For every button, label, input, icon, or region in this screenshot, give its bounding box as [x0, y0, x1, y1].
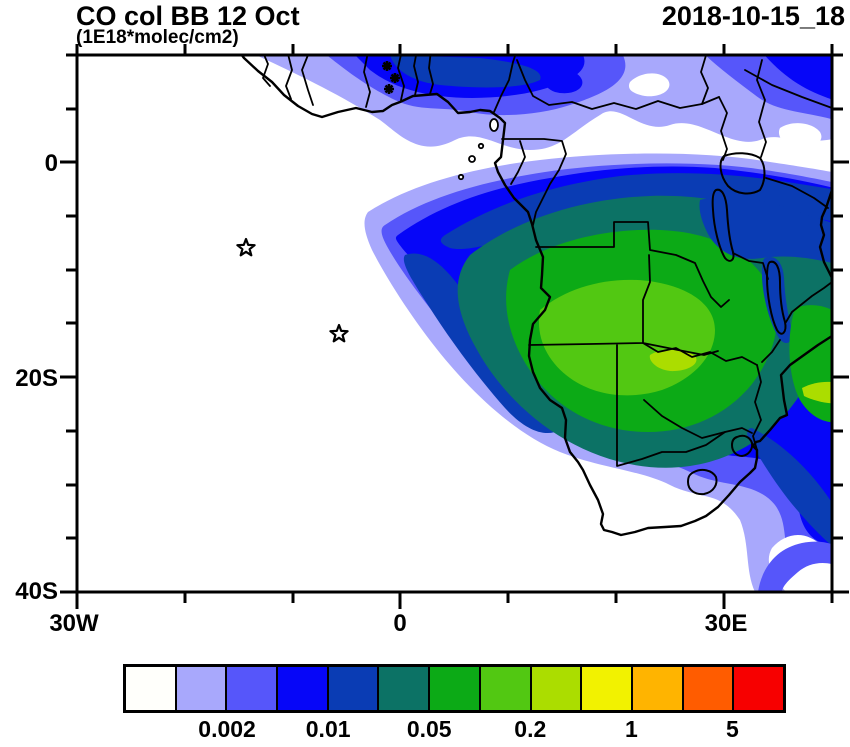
country-border	[785, 281, 832, 323]
country-border	[642, 342, 758, 366]
colorbar-cell-12	[732, 667, 783, 710]
axis-ticks	[60, 44, 849, 609]
island-outline	[457, 173, 465, 181]
date-stamp: 2018-10-15_18	[661, 1, 845, 31]
map-art-layer	[236, 55, 832, 592]
lake-outline	[686, 468, 718, 496]
country-border	[732, 252, 769, 280]
coastline	[240, 55, 832, 537]
colorbar-cell-9	[580, 667, 631, 710]
colorbar-label-0.002: 0.002	[198, 716, 256, 742]
colorbar-cell-7	[478, 667, 530, 710]
country-border	[535, 221, 730, 308]
colorbar-cell-0	[126, 667, 175, 710]
country-border	[301, 55, 314, 106]
map-frame	[75, 53, 834, 594]
contour-yellow-green-east	[802, 382, 832, 404]
country-border	[285, 55, 293, 100]
y-axis-label-0: 0	[45, 150, 58, 177]
island-outline	[489, 118, 499, 132]
country-border	[643, 399, 726, 439]
colorbar-cell-1	[174, 667, 226, 710]
country-border	[510, 140, 526, 185]
lake-outline	[719, 152, 766, 195]
colorbar-label-5: 5	[726, 716, 739, 742]
country-border	[397, 55, 405, 101]
country-border	[718, 96, 728, 161]
page-title: CO col BB 12 Oct	[76, 1, 300, 31]
colorbar-cell-4	[326, 667, 378, 710]
contour-main-navy-north	[440, 173, 832, 250]
colorbar-cell-3	[276, 667, 327, 710]
island-outline	[468, 155, 476, 163]
map-svg: 0 20S 40S 30W 0 30E	[15, 44, 849, 637]
island-outline	[477, 142, 485, 150]
station-star-icon	[236, 237, 256, 257]
fire-marker-icon	[390, 73, 400, 83]
colorbar-label-1: 1	[624, 716, 638, 742]
colorbar-cell-6	[428, 667, 479, 710]
country-border	[528, 254, 651, 346]
country-border	[262, 55, 271, 87]
lake-outline	[765, 260, 787, 335]
colorbar-label-0.01: 0.01	[305, 716, 351, 742]
colorbar-cell-2	[225, 667, 277, 710]
x-axis-label-30w: 30W	[49, 610, 99, 637]
country-border	[413, 55, 419, 96]
contour-navy-tanganyika	[699, 196, 832, 263]
contour-north-band-navy	[390, 55, 541, 88]
x-axis-label-30e: 30E	[705, 610, 748, 637]
contour-yellow-green-core	[649, 349, 697, 372]
colorbar-cell-10	[630, 667, 682, 710]
country-border	[493, 55, 517, 113]
country-border	[616, 344, 753, 467]
country-border	[752, 364, 762, 451]
colorbar-label-0.05: 0.05	[406, 716, 452, 742]
colorbar-cell-11	[681, 667, 733, 710]
country-border	[428, 55, 434, 95]
country-border	[363, 55, 371, 108]
y-axis-label-20s: 20S	[15, 365, 58, 392]
coastline	[818, 188, 832, 280]
contour-swirl-ribbon	[758, 541, 832, 592]
country-border	[516, 59, 720, 110]
country-border	[700, 55, 709, 105]
contour-navy-southeast	[747, 428, 832, 546]
station-star-icon	[329, 323, 349, 343]
lake-outline	[711, 188, 735, 262]
colorbar-cell-5	[377, 667, 429, 710]
colorbar-label-0.2: 0.2	[514, 716, 547, 742]
country-border	[501, 138, 567, 226]
y-axis-label-40s: 40S	[15, 578, 58, 605]
country-border	[761, 339, 781, 363]
country-border	[744, 69, 832, 109]
units-subtitle: (1E18*molec/cm2)	[76, 27, 239, 48]
fire-marker-icon	[382, 61, 392, 71]
colorbar	[123, 664, 786, 713]
fire-marker-icon	[384, 84, 394, 94]
colorbar-cell-8	[529, 667, 581, 710]
lake-outline	[730, 434, 754, 458]
country-border	[765, 177, 829, 209]
x-axis-label-0: 0	[393, 610, 406, 637]
colorbar-labels: 0.002 0.01 0.05 0.2 1 5	[123, 716, 786, 746]
contour-north-white-hole	[628, 73, 822, 149]
